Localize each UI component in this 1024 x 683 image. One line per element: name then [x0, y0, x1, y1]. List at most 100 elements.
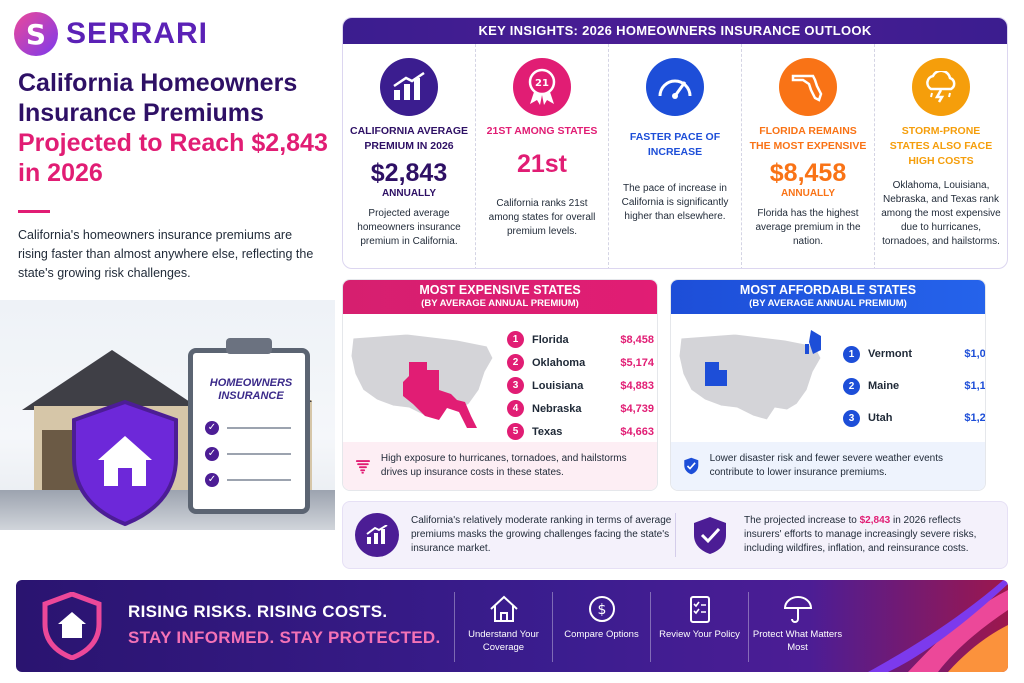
rank-number: 3 [507, 377, 524, 394]
shield-house-icon [42, 592, 102, 660]
insight-label: STORM-PRONE STATES ALSO FACE HIGH COSTS [889, 125, 993, 167]
insight-desc: The pace of increase in California is si… [621, 183, 729, 222]
rank-state: Nebraska [532, 402, 582, 415]
checklist-icon [689, 596, 710, 623]
rank-value: $8,458 [620, 333, 654, 346]
affordable-rank-list: 1 Vermont $1,094 2 Maine $1,195 3 Utah $1,273 [843, 338, 986, 434]
us-map-affordable [678, 330, 822, 421]
insight-storms: STORM-PRONE STATES ALSO FACE HIGH COSTS … [874, 44, 1007, 268]
umbrella-icon [783, 596, 812, 623]
rank-state: Florida [532, 333, 569, 346]
rank-value: $4,883 [620, 379, 654, 392]
banner-actions: Understand Your Coverage $ Compare Optio… [454, 592, 846, 662]
most-affordable-panel: MOST AFFORDABLE STATES (BY AVERAGE ANNUA… [670, 279, 986, 491]
shield-check-icon [684, 457, 699, 475]
rank-value: $5,174 [620, 356, 654, 369]
note-right-pre: The projected increase to [744, 515, 860, 526]
tornado-icon [355, 460, 371, 474]
banner-item-label: Compare Options [564, 629, 639, 640]
decorative-swoosh [868, 580, 1008, 672]
insight-value: $8,458 [769, 159, 847, 187]
rank-number: 3 [843, 409, 860, 427]
insight-label: FASTER PACE OF INCREASE [629, 131, 721, 158]
insight-sub: ANNUALLY [780, 188, 836, 199]
rank-number: 5 [507, 423, 524, 440]
intro-text: California's homeowners insurance premiu… [18, 228, 314, 280]
shield-check-icon [694, 517, 726, 554]
panel-subtitle: (BY AVERAGE ANNUAL PREMIUM) [749, 298, 907, 309]
most-expensive-panel: MOST EXPENSIVE STATES (BY AVERAGE ANNUAL… [342, 279, 658, 491]
insight-desc: California ranks 21st among states for o… [488, 198, 596, 237]
rank-number: 2 [843, 377, 860, 395]
rank-value: $1,273 [964, 412, 986, 424]
panel-subtitle: (BY AVERAGE ANNUAL PREMIUM) [421, 298, 579, 309]
panel-footer-text: Lower disaster risk and fewer severe wea… [709, 453, 944, 478]
panel-footer-text: High exposure to hurricanes, tornadoes, … [380, 453, 627, 478]
rank-row: 2 Maine $1,195 [843, 370, 986, 402]
rank-row: 3 Louisiana $4,883 [507, 374, 654, 397]
panel-title: MOST AFFORDABLE STATES [739, 283, 917, 297]
panel-footer: Lower disaster risk and fewer severe wea… [671, 442, 985, 490]
title-line-2: Projected to Reach $2,843 in 2026 [18, 129, 328, 187]
clipboard-clip [226, 338, 272, 354]
insight-label: CALIFORNIA AVERAGE PREMIUM IN 2026 [349, 125, 469, 152]
rank-number: 1 [843, 345, 860, 363]
rank-value: $1,195 [964, 380, 986, 392]
us-map-expensive [350, 333, 494, 428]
brand-logo[interactable]: SERRARI [14, 12, 208, 56]
rank-row: 3 Utah $1,273 [843, 402, 986, 434]
insight-pace: FASTER PACE OF INCREASE The pace of incr… [608, 44, 741, 268]
clipboard: HOMEOWNERS INSURANCE ✓ ✓ ✓ [188, 348, 310, 514]
checklist-item: ✓ [205, 447, 291, 461]
insight-desc: Florida has the highest average premium … [755, 208, 861, 247]
rank-state: Utah [868, 412, 893, 424]
rank-number: 2 [507, 354, 524, 371]
banner-item-label: Understand Your Coverage [468, 629, 539, 653]
key-insights-panel: KEY INSIGHTS: 2026 HOMEOWNERS INSURANCE … [342, 17, 1008, 269]
insight-label: 21ST AMONG STATES [486, 125, 598, 137]
expensive-rank-list: 1 Florida $8,458 2 Oklahoma $5,174 3 Louisian… [507, 328, 654, 443]
insight-desc: Projected average homeowners insurance p… [357, 208, 461, 247]
florida-map-icon [779, 58, 837, 116]
svg-text:21: 21 [535, 78, 549, 89]
note-left: California's relatively moderate ranking… [355, 513, 675, 557]
notes-strip: California's relatively moderate ranking… [342, 501, 1008, 569]
clipboard-title: HOMEOWNERS INSURANCE [209, 377, 293, 402]
panel-footer: High exposure to hurricanes, tornadoes, … [343, 442, 657, 490]
banner-item-review[interactable]: Review Your Policy [650, 592, 748, 662]
serrari-logo-icon [14, 12, 58, 56]
svg-text:$: $ [597, 602, 606, 618]
storm-cloud-icon [912, 58, 970, 116]
insight-label: FLORIDA REMAINS THE MOST EXPENSIVE [749, 125, 867, 152]
check-icon: ✓ [205, 447, 219, 461]
insight-ranking: 21 21ST AMONG STATES 21st California ran… [475, 44, 608, 268]
note-right-text: The projected increase to $2,843 in 2026… [744, 514, 995, 556]
rank-value: $1,094 [964, 348, 986, 360]
rank-row: 5 Texas $4,663 [507, 420, 654, 443]
gauge-icon [646, 58, 704, 116]
rank-state: Oklahoma [532, 356, 586, 369]
page-title: California Homeowners Insurance Premiums… [18, 68, 328, 188]
brand-name: SERRARI [66, 17, 209, 50]
check-icon: ✓ [205, 473, 219, 487]
rank-value: $4,739 [620, 402, 654, 415]
checklist-item: ✓ [205, 473, 291, 487]
banner-item-coverage[interactable]: Understand Your Coverage [454, 592, 552, 662]
rank-state: Texas [532, 425, 563, 438]
banner-item-compare[interactable]: $ Compare Options [552, 592, 650, 662]
title-line-1: California Homeowners Insurance Premiums [18, 69, 298, 127]
banner-item-label: Review Your Policy [659, 629, 740, 640]
rank-value: $4,663 [620, 425, 654, 438]
award-badge-icon: 21 [513, 58, 571, 116]
rank-row: 4 Nebraska $4,739 [507, 397, 654, 420]
title-divider [18, 210, 50, 213]
rank-row: 1 Vermont $1,094 [843, 338, 986, 370]
rank-state: Maine [868, 380, 900, 392]
rank-row: 1 Florida $8,458 [507, 328, 654, 351]
house-illustration: HOMEOWNERS INSURANCE ✓ ✓ ✓ [0, 300, 335, 530]
check-icon: ✓ [205, 421, 219, 435]
banner-line-1: RISING RISKS. RISING COSTS. [128, 602, 388, 621]
insights-title: KEY INSIGHTS: 2026 HOMEOWNERS INSURANCE … [343, 18, 1007, 44]
note-right-highlight: $2,843 [859, 515, 891, 526]
banner-item-protect[interactable]: Protect What Matters Most [748, 592, 846, 662]
